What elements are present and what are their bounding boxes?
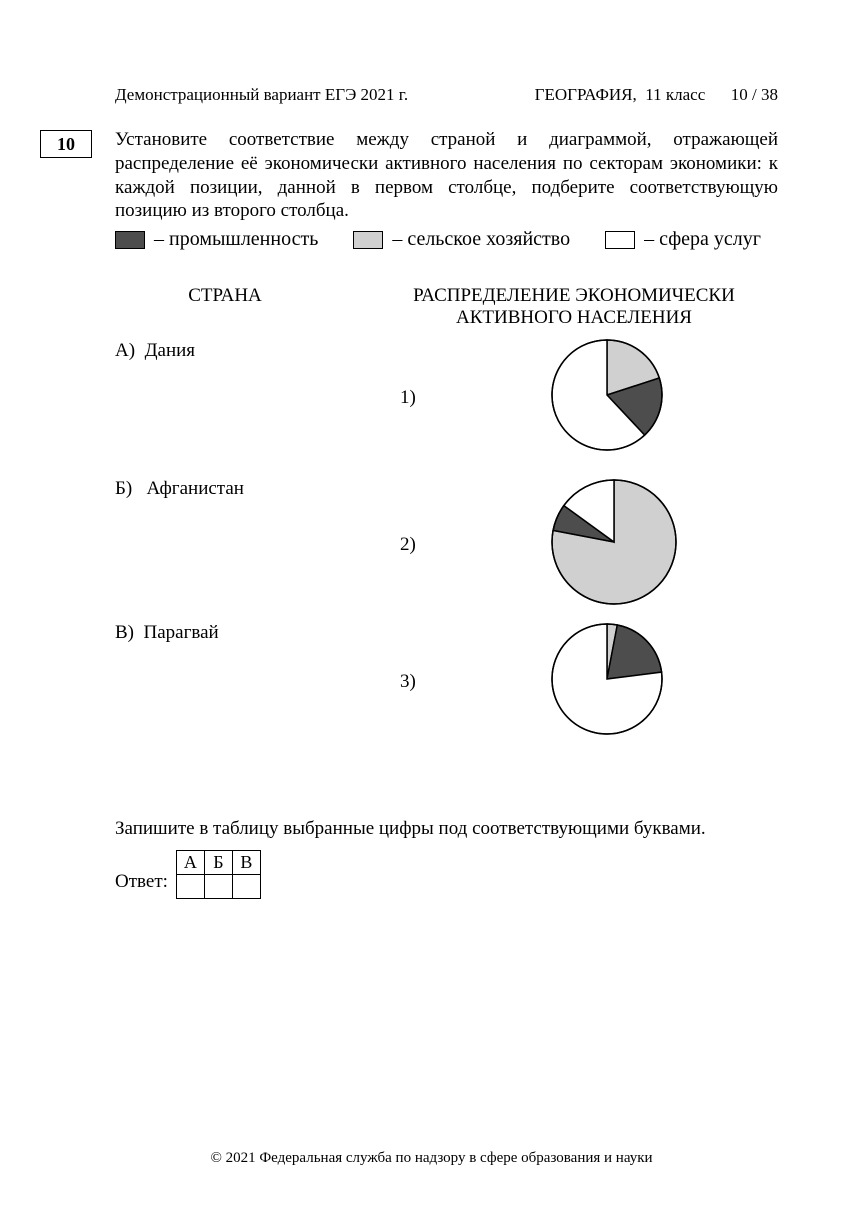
country-B: Б) Афганистан	[115, 478, 244, 500]
answer-cell-B[interactable]	[204, 875, 232, 899]
countries-header: СТРАНА	[115, 285, 335, 329]
answer-cell-C[interactable]	[232, 875, 260, 899]
question-number: 10	[57, 134, 75, 155]
instruction: Запишите в таблицу выбранные цифры под с…	[115, 818, 778, 840]
answer-table: А Б В	[176, 850, 261, 899]
answer-label: Ответ:	[115, 871, 168, 893]
pie-chart-3	[550, 622, 664, 741]
country-A: А) Дания	[115, 340, 195, 362]
chart-label-1: 1)	[400, 387, 430, 409]
answer-col-C: В	[232, 851, 260, 875]
chart-row-3: 3)	[400, 622, 664, 741]
legend-services: – сфера услуг	[605, 228, 761, 251]
answer-col-B: Б	[204, 851, 232, 875]
page-header: Демонстрационный вариант ЕГЭ 2021 г. ГЕО…	[115, 85, 778, 105]
answer-col-A: А	[176, 851, 204, 875]
legend-industry: – промышленность	[115, 228, 318, 251]
chart-row-1: 1)	[400, 338, 664, 457]
charts-header: РАСПРЕДЕЛЕНИЕ ЭКОНОМИЧЕСКИ АКТИВНОГО НАС…	[335, 285, 778, 329]
chart-label-2: 2)	[400, 534, 430, 556]
answer-row: Ответ: А Б В	[115, 850, 261, 899]
swatch-services	[605, 231, 635, 249]
legend: – промышленность – сельское хозяйство – …	[115, 228, 778, 251]
header-left: Демонстрационный вариант ЕГЭ 2021 г.	[115, 85, 408, 105]
pie-chart-1	[550, 338, 664, 457]
footer: © 2021 Федеральная служба по надзору в с…	[0, 1150, 863, 1167]
question-text: Установите соответствие между страной и …	[115, 128, 778, 223]
pie-chart-2	[550, 478, 678, 611]
question-number-box: 10	[40, 130, 92, 158]
swatch-industry	[115, 231, 145, 249]
country-C: В) Парагвай	[115, 622, 219, 644]
chart-row-2: 2)	[400, 478, 678, 611]
header-right: ГЕОГРАФИЯ, 11 класс 10 / 38	[535, 85, 778, 105]
legend-agriculture: – сельское хозяйство	[353, 228, 570, 251]
page: Демонстрационный вариант ЕГЭ 2021 г. ГЕО…	[0, 0, 863, 1229]
answer-cell-A[interactable]	[176, 875, 204, 899]
chart-label-3: 3)	[400, 671, 430, 693]
swatch-agriculture	[353, 231, 383, 249]
column-headers: СТРАНА РАСПРЕДЕЛЕНИЕ ЭКОНОМИЧЕСКИ АКТИВН…	[115, 285, 778, 329]
